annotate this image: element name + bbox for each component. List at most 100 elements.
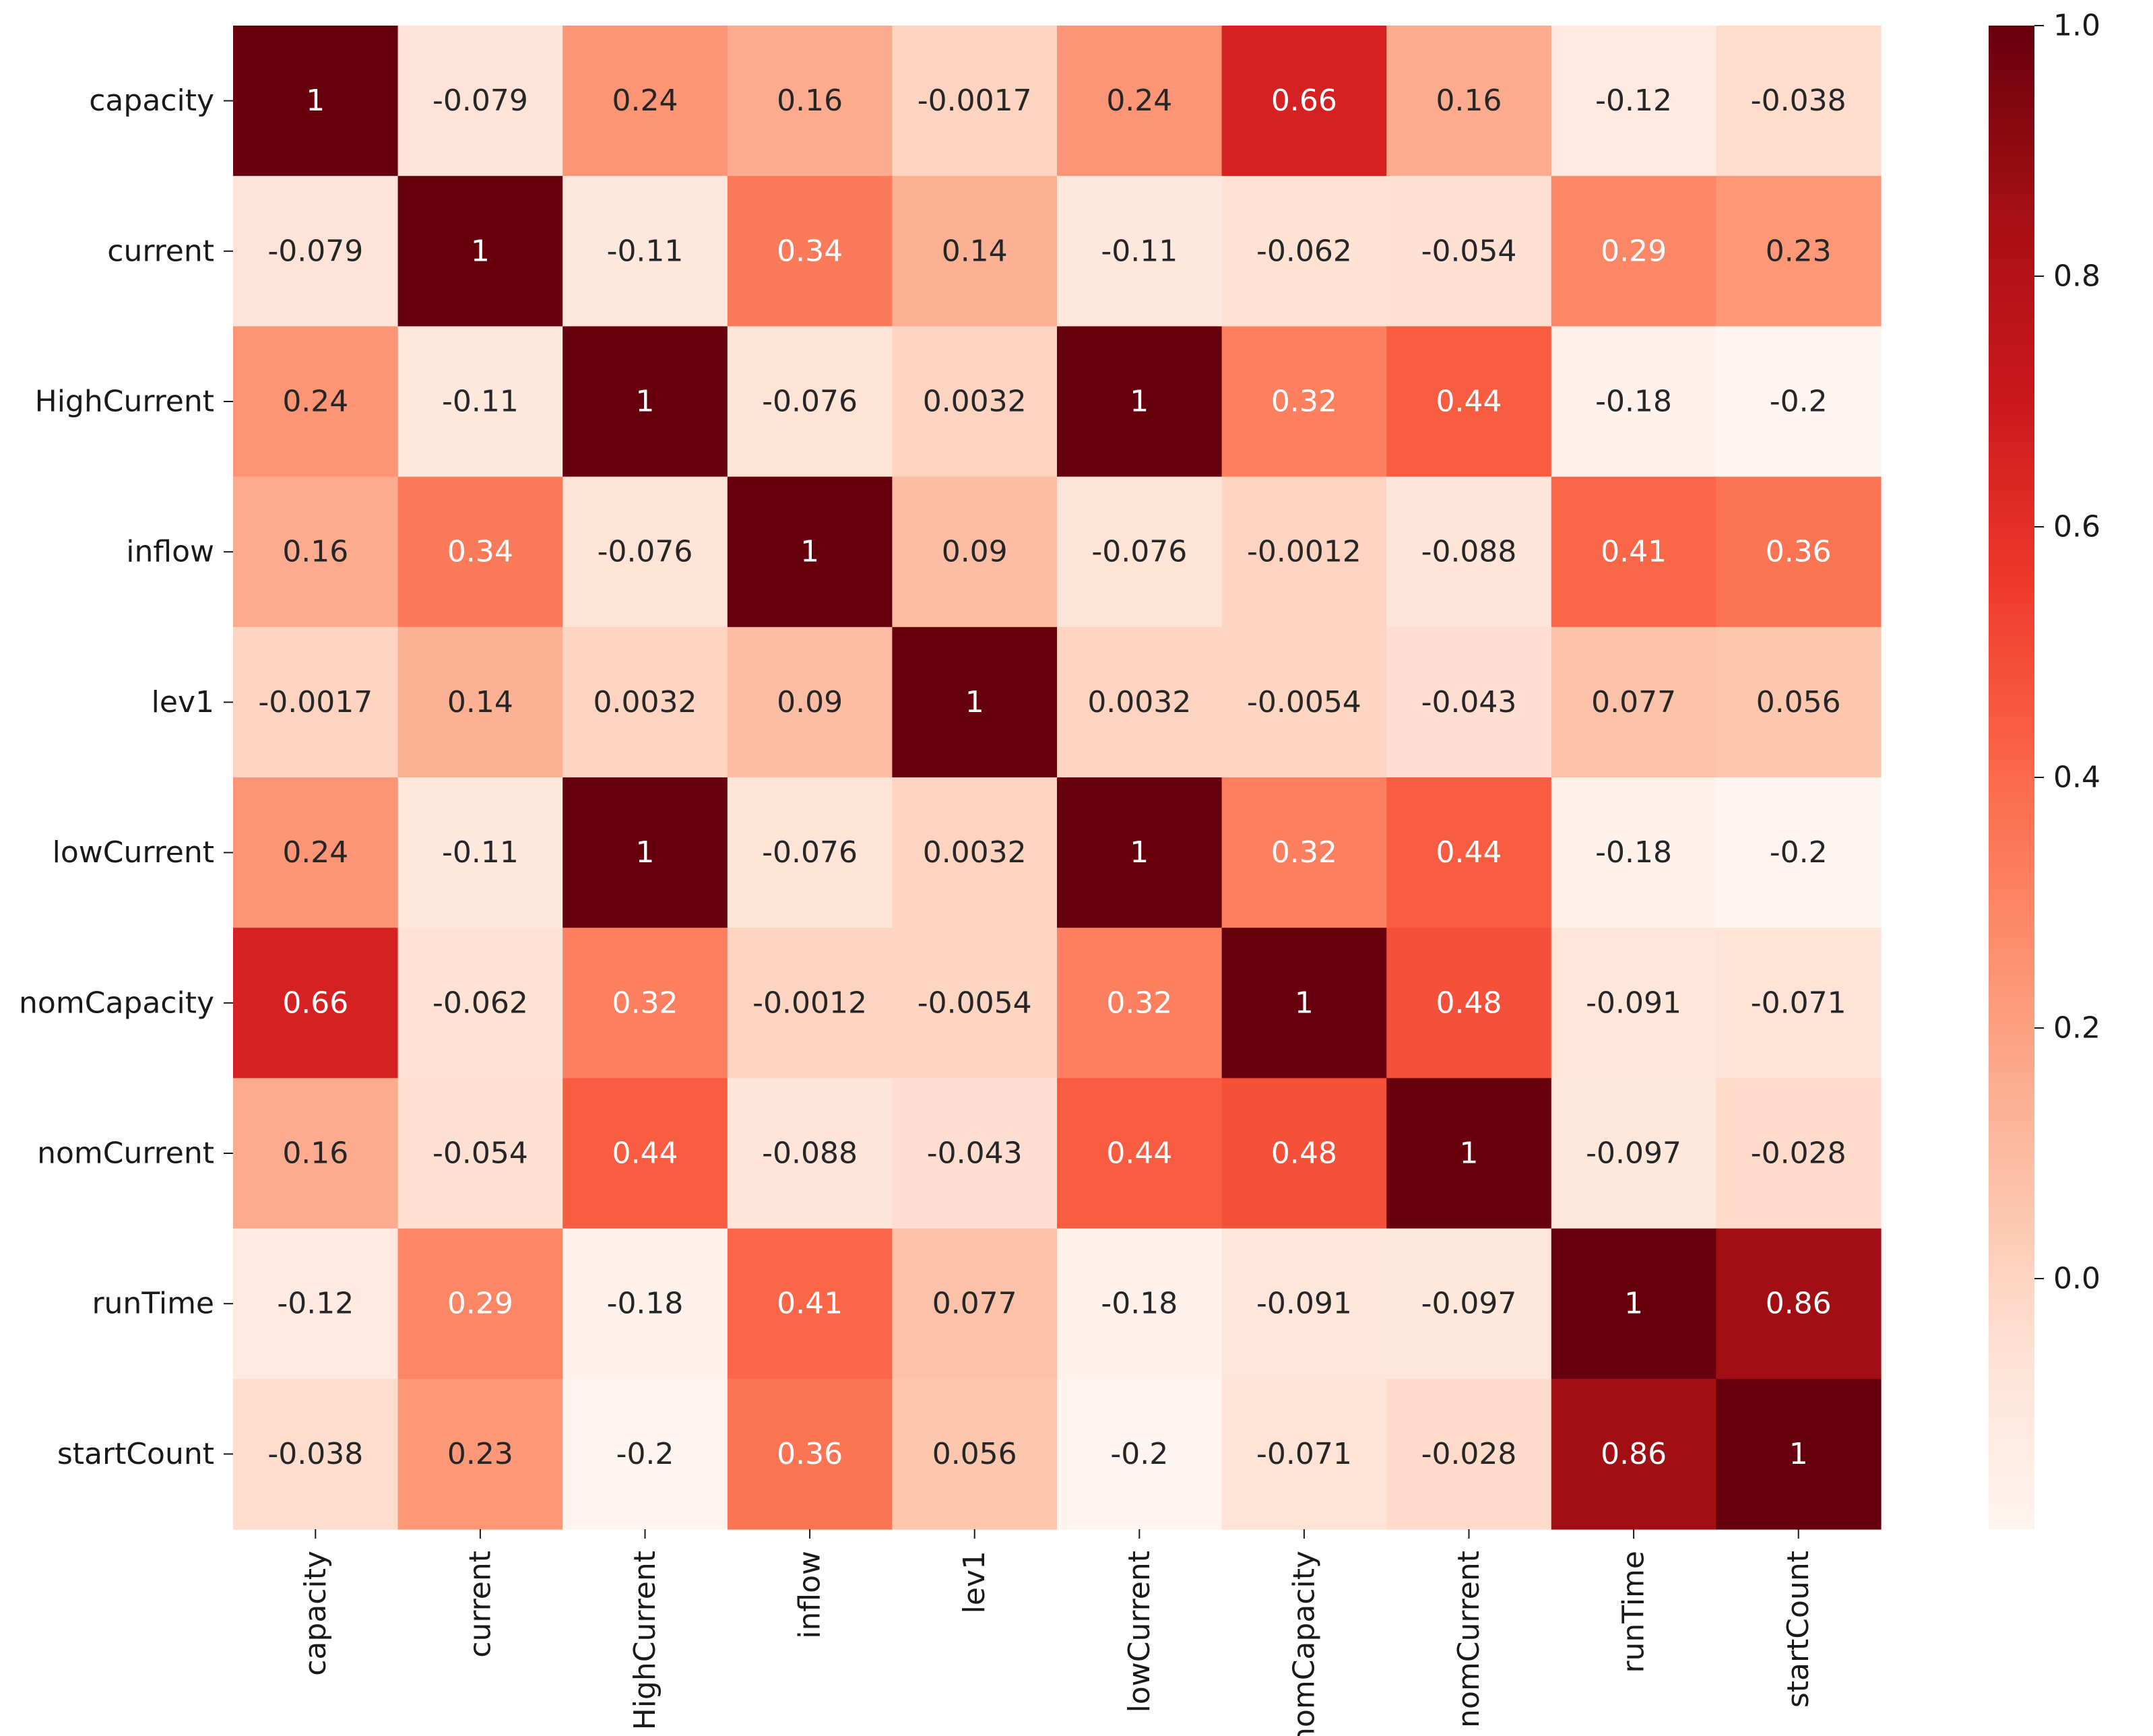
heatmap-cell-label-6-4: -0.0054 [918,986,1032,1020]
heatmap-cell-0-6 [1221,26,1387,176]
heatmap-cell-label-4-4: 1 [965,685,984,719]
heatmap-cell-1-2 [563,176,728,327]
heatmap-cell-label-9-4: 0.056 [932,1437,1017,1471]
heatmap-cell-2-0 [233,326,399,478]
heatmap-cell-7-0 [233,1078,399,1229]
heatmap-cell-label-6-3: -0.0012 [752,986,867,1020]
heatmap-cell-label-2-5: 1 [1130,385,1149,419]
heatmap-cell-label-9-9: 1 [1789,1437,1808,1471]
heatmap-cell-label-5-1: -0.11 [442,835,519,870]
heatmap-cell-label-1-9: 0.23 [1766,234,1832,268]
heatmap-cell-0-9 [1716,26,1882,176]
y-tick-label-1: current [107,234,214,268]
heatmap-cell-7-2 [563,1078,728,1229]
heatmap-cell-7-1 [397,1078,563,1229]
heatmap-cell-label-0-5: 0.24 [1106,84,1172,118]
colorbar-tick-label-4: 0.8 [2053,259,2100,294]
heatmap-cell-1-3 [727,176,893,327]
heatmap-cell-5-6 [1221,777,1387,928]
heatmap-cell-label-9-7: -0.028 [1421,1437,1517,1471]
y-tick-label-6: nomCapacity [19,986,214,1020]
heatmap-cell-label-8-0: -0.12 [277,1287,354,1321]
heatmap-cell-label-4-2: 0.0032 [593,685,697,719]
heatmap-cell-9-3 [727,1378,893,1530]
heatmap-cell-5-1 [397,777,563,928]
heatmap-cell-6-5 [1057,928,1223,1079]
heatmap-cell-0-8 [1551,26,1716,176]
heatmap-cell-label-9-3: 0.36 [777,1437,843,1471]
heatmap-cell-1-8 [1551,176,1716,327]
heatmap-cell-label-4-7: -0.043 [1421,685,1517,719]
heatmap-cell-3-8 [1551,476,1716,628]
heatmap-cell-5-3 [727,777,893,928]
y-tick-label-2: HighCurrent [35,385,214,419]
heatmap-cell-label-2-0: 0.24 [282,385,348,419]
heatmap-cell-label-0-2: 0.24 [612,84,678,118]
heatmap-cell-label-7-7: 1 [1460,1136,1479,1171]
heatmap-cell-label-2-3: -0.076 [762,385,858,419]
heatmap-cell-label-8-3: 0.41 [777,1287,843,1321]
heatmap-cell-label-3-3: 1 [800,535,819,569]
heatmap-cell-4-1 [397,626,563,778]
heatmap-cell-label-1-3: 0.34 [777,234,843,268]
x-tick-label-7: nomCurrent [1452,1551,1486,1728]
heatmap-cell-6-2 [563,928,728,1079]
heatmap-cell-9-6 [1221,1378,1387,1530]
heatmap-cell-label-3-5: -0.076 [1091,535,1187,569]
y-tick-label-5: lowCurrent [53,835,214,870]
x-tick-label-3: inflow [793,1551,827,1639]
heatmap-cell-2-4 [892,326,1058,478]
heatmap-cell-8-3 [727,1228,893,1380]
heatmap-cell-9-7 [1386,1378,1552,1530]
heatmap-cell-label-2-7: 0.44 [1436,385,1502,419]
heatmap-cell-8-7 [1386,1228,1552,1380]
heatmap-cell-2-3 [727,326,893,478]
x-tick-label-2: HighCurrent [628,1551,662,1730]
heatmap-cell-label-7-8: -0.097 [1586,1136,1681,1171]
heatmap-cell-label-5-2: 1 [636,835,655,870]
heatmap-cell-9-2 [563,1378,728,1530]
heatmap-cell-label-7-9: -0.028 [1751,1136,1846,1171]
heatmap-cell-label-0-3: 0.16 [777,84,843,118]
x-tick-label-0: capacity [298,1551,333,1676]
heatmap-cell-label-3-7: -0.088 [1421,535,1517,569]
heatmap-cell-label-9-8: 0.86 [1601,1437,1667,1471]
heatmap-cell-label-1-0: -0.079 [267,234,363,268]
x-tick-label-8: runTime [1617,1551,1651,1673]
heatmap-cell-7-3 [727,1078,893,1229]
x-tick-label-1: current [463,1551,497,1658]
heatmap-cell-label-8-9: 0.86 [1766,1287,1832,1321]
heatmap-cell-6-3 [727,928,893,1079]
heatmap-cell-4-0 [233,626,399,778]
heatmap-cell-label-1-5: -0.11 [1101,234,1178,268]
heatmap-cell-5-2 [563,777,728,928]
heatmap-cell-6-1 [397,928,563,1079]
heatmap-cell-label-4-5: 0.0032 [1087,685,1191,719]
heatmap-cell-label-5-5: 1 [1130,835,1149,870]
heatmap-cell-label-4-1: 0.14 [447,685,513,719]
heatmap-cell-3-6 [1221,476,1387,628]
heatmap-cell-label-7-6: 0.48 [1271,1136,1337,1171]
heatmap-cell-label-4-8: 0.077 [1591,685,1676,719]
heatmap-cell-label-0-7: 0.16 [1436,84,1502,118]
heatmap-cell-0-7 [1386,26,1552,176]
heatmap-cell-8-1 [397,1228,563,1380]
y-tick-label-4: lev1 [152,685,214,719]
colorbar-bar [1989,26,2034,1529]
heatmap-cell-label-5-4: 0.0032 [923,835,1027,870]
heatmap-cell-9-5 [1057,1378,1223,1530]
heatmap-cell-label-6-7: 0.48 [1436,986,1502,1020]
heatmap-cell-label-8-8: 1 [1624,1287,1643,1321]
heatmap-cell-label-9-5: -0.2 [1110,1437,1168,1471]
heatmap-cell-1-1 [397,176,563,327]
heatmap-cell-label-1-4: 0.14 [942,234,1008,268]
heatmap-cell-6-0 [233,928,399,1079]
heatmap-cell-9-9 [1716,1378,1882,1530]
heatmap-cell-2-7 [1386,326,1552,478]
heatmap-cell-label-4-3: 0.09 [777,685,843,719]
heatmap-cell-3-7 [1386,476,1552,628]
heatmap-cell-4-8 [1551,626,1716,778]
heatmap-cell-label-6-1: -0.062 [432,986,528,1020]
heatmap-cell-9-8 [1551,1378,1716,1530]
heatmap-cell-label-3-4: 0.09 [942,535,1008,569]
